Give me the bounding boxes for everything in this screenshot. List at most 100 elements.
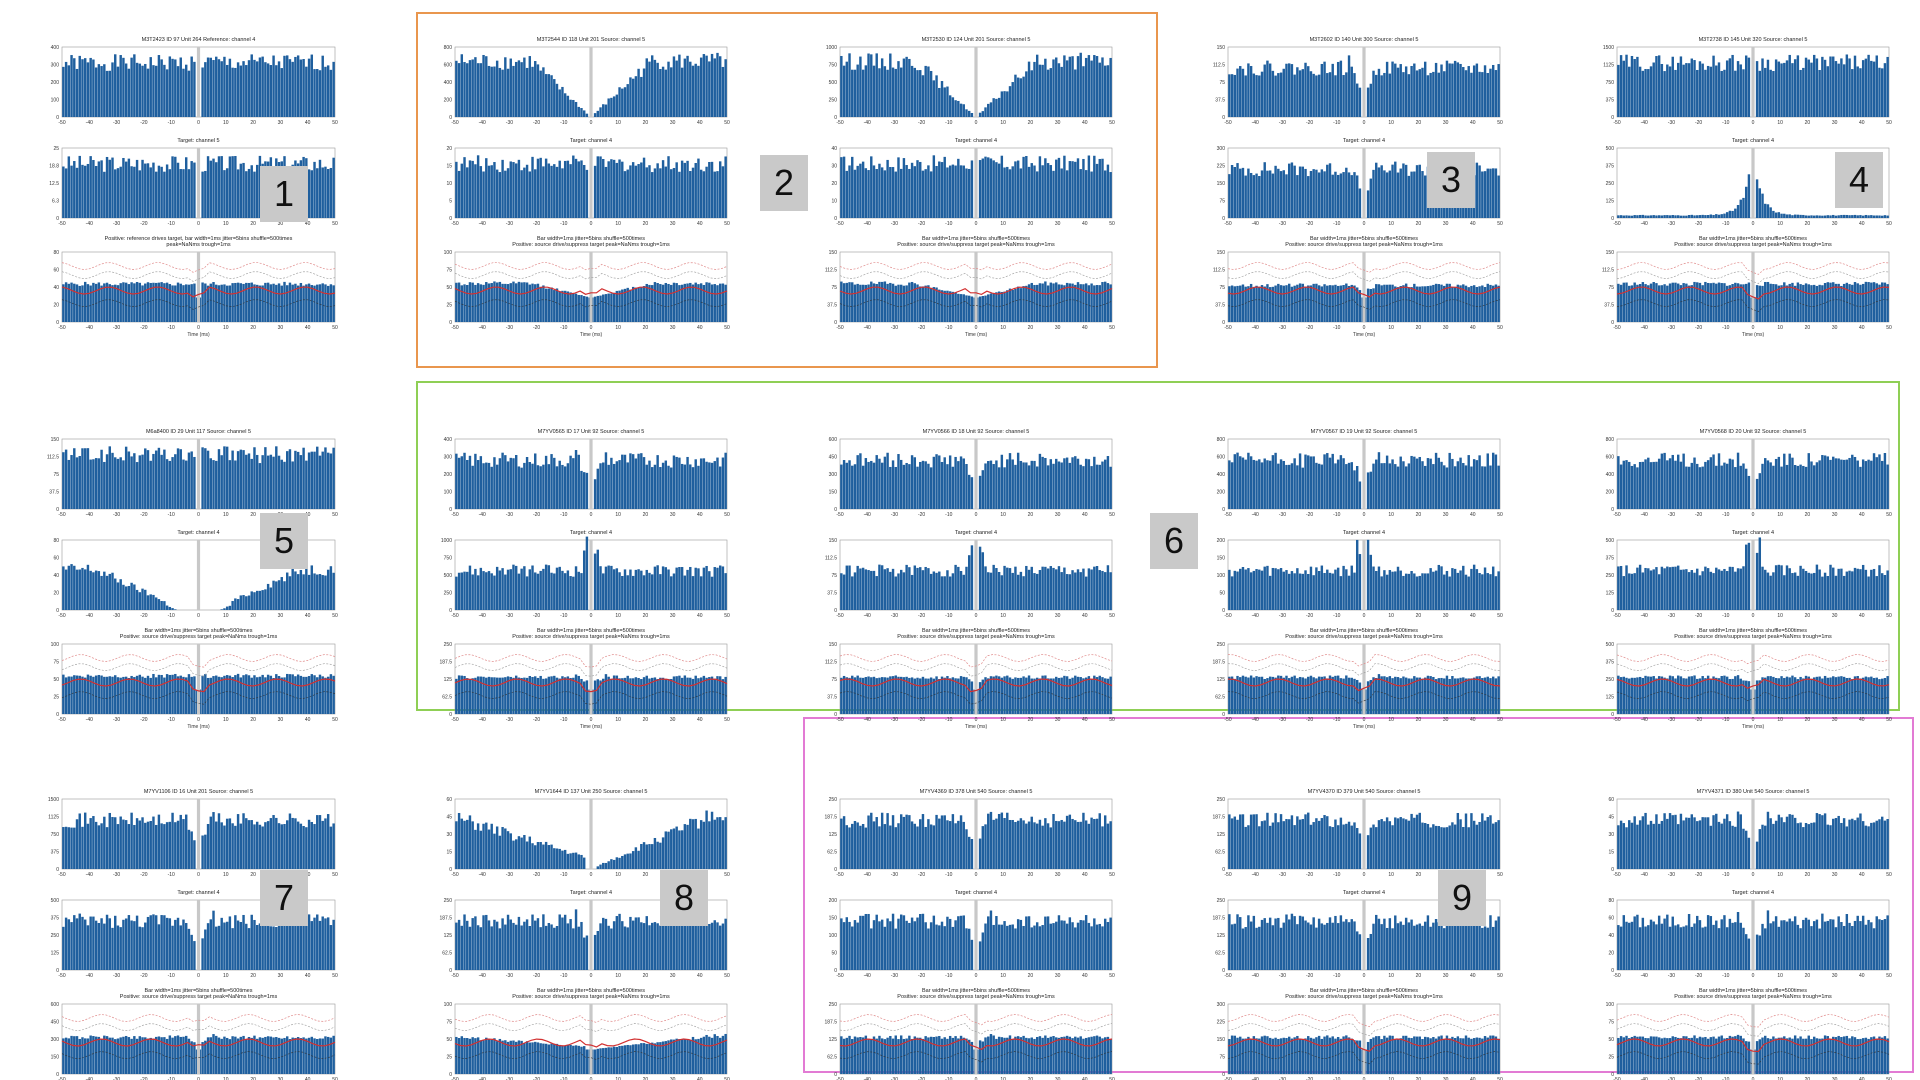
bar bbox=[326, 285, 330, 322]
bar bbox=[908, 1035, 911, 1074]
bar bbox=[924, 285, 927, 322]
bar bbox=[694, 63, 697, 117]
bar bbox=[932, 287, 936, 322]
x-axis-label: Time (ms) bbox=[965, 724, 988, 730]
bar bbox=[1619, 677, 1623, 714]
panel-title-line: Bar width=1ms jitter=5bins shuffle=500ti… bbox=[922, 628, 1030, 634]
bar bbox=[897, 823, 900, 869]
bar bbox=[1864, 569, 1868, 610]
bar bbox=[299, 569, 303, 610]
bar bbox=[234, 282, 237, 322]
bar bbox=[924, 169, 927, 218]
bar bbox=[1413, 817, 1416, 869]
bar bbox=[250, 458, 253, 509]
panel-bottom-m6a: Bar width=1ms jitter=5bins shuffle=500ti… bbox=[439, 628, 730, 730]
y-tick-label: 250 bbox=[444, 590, 453, 596]
bar bbox=[544, 841, 548, 869]
bar bbox=[1358, 554, 1362, 610]
bar bbox=[149, 594, 152, 610]
bar bbox=[255, 924, 259, 970]
x-tick-label: 10 bbox=[615, 120, 621, 126]
bar bbox=[1644, 675, 1647, 714]
bar bbox=[307, 676, 311, 714]
bar bbox=[867, 913, 870, 970]
bar bbox=[482, 823, 485, 869]
bar bbox=[1451, 458, 1454, 509]
y-tick-label: 50 bbox=[446, 285, 452, 291]
bar bbox=[1279, 568, 1283, 610]
bar bbox=[640, 1043, 643, 1074]
bar bbox=[593, 296, 597, 322]
bar bbox=[1807, 284, 1810, 322]
bar bbox=[689, 566, 692, 610]
bar bbox=[1462, 919, 1465, 970]
bar bbox=[313, 573, 316, 610]
bar bbox=[1837, 63, 1840, 117]
bar bbox=[163, 824, 166, 869]
bar bbox=[525, 677, 529, 714]
x-tick-label: -20 bbox=[1306, 717, 1313, 723]
bar bbox=[1339, 173, 1343, 218]
bar bbox=[851, 282, 854, 322]
bar bbox=[176, 66, 180, 117]
x-tick-label: -10 bbox=[560, 512, 567, 518]
bar bbox=[932, 80, 936, 117]
upper-band-2 bbox=[1227, 654, 1501, 667]
bar bbox=[1320, 169, 1324, 218]
bar bbox=[1249, 172, 1253, 218]
bar bbox=[878, 826, 881, 869]
bar bbox=[840, 157, 843, 218]
bar bbox=[70, 564, 73, 610]
bar bbox=[318, 455, 322, 509]
y-tick-label: 0 bbox=[449, 608, 452, 614]
bar bbox=[574, 566, 578, 610]
bar bbox=[1241, 814, 1245, 869]
bar bbox=[528, 675, 532, 714]
bar bbox=[856, 1037, 859, 1074]
bar bbox=[253, 59, 256, 117]
bar bbox=[921, 75, 925, 117]
bar bbox=[946, 86, 949, 117]
bar bbox=[1878, 565, 1881, 610]
bar bbox=[171, 285, 174, 322]
bar bbox=[1475, 162, 1479, 218]
x-tick-label: 20 bbox=[250, 717, 256, 723]
bar bbox=[1033, 573, 1036, 610]
bar bbox=[1483, 65, 1487, 117]
bar bbox=[114, 457, 117, 509]
bar bbox=[1647, 69, 1650, 117]
x-tick-label: 0 bbox=[197, 613, 200, 619]
bar bbox=[1772, 465, 1775, 509]
bar bbox=[615, 857, 619, 869]
bar bbox=[1426, 75, 1430, 117]
zero-gap-marker bbox=[1751, 148, 1755, 218]
baseline-line bbox=[454, 1038, 728, 1048]
bar bbox=[1407, 175, 1411, 218]
bar bbox=[1266, 565, 1269, 610]
bar bbox=[962, 915, 965, 970]
zero-gap-marker bbox=[1751, 540, 1755, 610]
bar bbox=[163, 64, 166, 117]
x-tick-label: -10 bbox=[1722, 512, 1729, 518]
bar bbox=[1725, 571, 1729, 610]
bar bbox=[193, 456, 196, 509]
y-tick-label: 150 bbox=[829, 250, 838, 256]
bar bbox=[149, 915, 152, 970]
bar bbox=[64, 168, 68, 218]
bar bbox=[75, 675, 79, 714]
bar bbox=[1723, 69, 1726, 117]
bar bbox=[705, 565, 708, 610]
bar bbox=[495, 1041, 499, 1074]
bar bbox=[859, 568, 862, 610]
bar bbox=[520, 467, 523, 509]
bar bbox=[1287, 283, 1291, 322]
bar bbox=[536, 573, 540, 610]
bar bbox=[1383, 463, 1386, 509]
x-tick-label: 20 bbox=[1416, 717, 1422, 723]
bar bbox=[1878, 67, 1881, 117]
bar bbox=[1106, 922, 1110, 970]
bar bbox=[326, 569, 330, 610]
bar bbox=[1404, 573, 1408, 610]
bar bbox=[460, 925, 464, 970]
bar bbox=[1287, 678, 1291, 714]
